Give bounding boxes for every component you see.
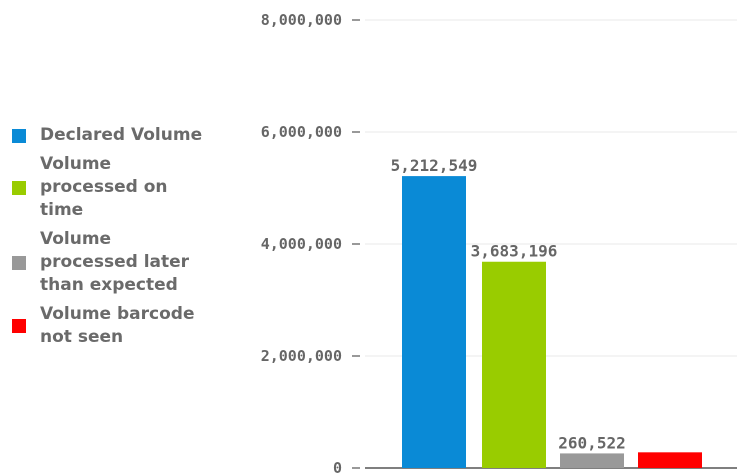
legend-swatch (12, 319, 26, 333)
legend-item-processed-later[interactable]: Volume processed later than expected (12, 228, 210, 297)
bar (482, 261, 546, 468)
legend-swatch (12, 181, 26, 195)
y-tick-label: 0 (333, 459, 342, 473)
data-label: 5,212,549 (391, 156, 478, 175)
legend-swatch (12, 129, 26, 143)
bar (638, 452, 702, 468)
chart-legend: Declared Volume Volume processed on time… (12, 124, 227, 355)
legend-label: Declared Volume (40, 125, 203, 145)
legend-label: Volume processed later than expected (40, 229, 190, 295)
legend-label: Volume processed on time (40, 154, 168, 220)
data-label: 260,522 (558, 433, 625, 452)
bar (402, 176, 466, 468)
legend-item-processed-on-time[interactable]: Volume processed on time (12, 153, 190, 222)
y-tick-label: 2,000,000 (261, 347, 342, 365)
data-label: 3,683,196 (471, 242, 558, 261)
y-tick-label: 6,000,000 (261, 123, 342, 141)
legend-label: Volume barcode not seen (40, 304, 195, 347)
legend-item-barcode-not-seen[interactable]: Volume barcode not seen (12, 303, 220, 349)
y-tick-label: 4,000,000 (261, 235, 342, 253)
y-tick-label: 8,000,000 (261, 11, 342, 29)
legend-item-declared-volume[interactable]: Declared Volume (12, 124, 227, 147)
bar (560, 453, 624, 468)
legend-swatch (12, 256, 26, 270)
